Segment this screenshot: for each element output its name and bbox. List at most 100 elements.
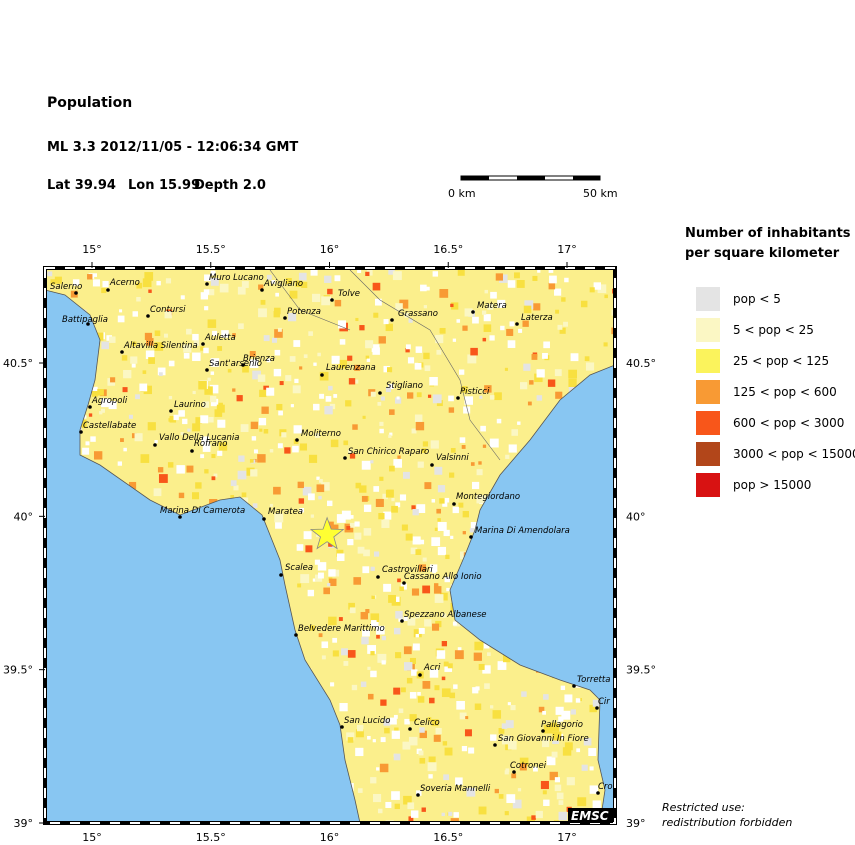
pop-cell [293, 340, 301, 347]
pop-cell [214, 409, 223, 417]
pop-cell [277, 327, 282, 332]
pop-cell [310, 514, 315, 518]
pop-cell [416, 790, 422, 796]
pop-cell [377, 401, 382, 406]
lon-label: 17° [557, 831, 577, 844]
town-label: Belvedere Marittimo [298, 624, 385, 634]
lon-label: 15.5° [196, 243, 226, 256]
pop-cell [383, 718, 391, 726]
pop-cell [413, 629, 422, 638]
pop-cell [373, 486, 380, 492]
pop-cell [183, 352, 190, 359]
pop-cell [437, 522, 447, 531]
pop-cell [463, 406, 471, 414]
pop-cell [140, 454, 150, 463]
pop-cell [348, 449, 352, 454]
pop-cell [535, 810, 543, 819]
town-label: Spezzano Albanese [404, 610, 487, 620]
pop-cell [495, 273, 503, 281]
pop-cell [450, 818, 459, 823]
pop-cell [383, 583, 392, 592]
pop-cell [395, 397, 402, 404]
pop-cell [266, 358, 271, 363]
pop-cell [317, 352, 321, 357]
pop-cell [592, 800, 601, 809]
pop-cell [158, 372, 163, 377]
town-dot [515, 322, 519, 326]
pop-cell [276, 403, 283, 411]
pop-cell [589, 766, 594, 771]
pop-cell [210, 398, 219, 407]
pop-cell [93, 273, 98, 277]
pop-cell [182, 418, 188, 425]
town-dot [416, 793, 420, 797]
depth: Depth 2.0 [194, 178, 266, 193]
pop-cell [555, 706, 564, 715]
pop-cell [411, 505, 416, 510]
pop-cell [365, 271, 370, 277]
pop-cell [266, 387, 275, 396]
pop-cell [366, 269, 373, 276]
pop-cell [468, 747, 475, 754]
pop-cell [260, 299, 266, 305]
pop-cell [92, 279, 100, 287]
pop-cell [347, 355, 353, 361]
region-border [269, 269, 501, 461]
pop-cell [303, 531, 312, 540]
pop-cell [409, 657, 416, 664]
pop-cell [502, 654, 511, 663]
pop-cell [562, 747, 572, 756]
town-label: Maratea [268, 507, 303, 517]
pop-cell [250, 469, 258, 477]
pop-cell [383, 365, 390, 373]
pop-cell [393, 459, 403, 468]
lat: Lat 39.94 [47, 178, 116, 193]
pop-cell [533, 303, 541, 311]
pop-cell [348, 602, 355, 610]
pop-cell [241, 492, 247, 498]
pop-cell [512, 799, 522, 809]
pop-cell [252, 370, 261, 380]
pop-cell [472, 687, 479, 694]
pop-cell [361, 495, 368, 502]
pop-cell [507, 702, 511, 706]
pop-cell [378, 336, 386, 344]
pop-cell [323, 587, 331, 595]
pop-cell [376, 767, 380, 771]
pop-cell [583, 737, 592, 746]
pop-cell [303, 354, 308, 358]
pop-cell [516, 280, 525, 288]
town-dot [283, 316, 287, 320]
town-label: San Chirico Raparo [348, 447, 429, 457]
pop-cell [200, 415, 209, 424]
legend-label: pop > 15000 [733, 478, 811, 492]
pop-cell [437, 546, 447, 556]
pop-cell [279, 381, 284, 386]
town-dot [120, 350, 124, 354]
pop-cell [217, 346, 223, 351]
pop-cell [297, 481, 304, 489]
pop-cell [536, 395, 543, 401]
pop-cell [139, 383, 148, 392]
pop-cell [216, 404, 225, 413]
pop-cell [397, 578, 401, 583]
town-label: Sant'arsenio [209, 359, 262, 369]
pop-cell [332, 569, 340, 577]
pop-cell [293, 425, 302, 434]
legend-swatch [696, 287, 720, 311]
pop-cell [504, 811, 509, 816]
pop-cell [389, 717, 397, 725]
pop-cell [204, 274, 211, 282]
pop-cell [531, 815, 536, 820]
pop-cell [299, 508, 305, 513]
pop-cell [412, 508, 419, 516]
pop-cell [484, 683, 490, 689]
pop-cell [405, 344, 411, 350]
pop-cell [249, 350, 256, 357]
pop-cell [480, 425, 486, 432]
pop-cell [472, 316, 479, 324]
town-label: Scalea [285, 563, 313, 573]
pop-cell [257, 374, 266, 382]
pop-cell [564, 742, 573, 751]
pop-cell [543, 724, 553, 734]
